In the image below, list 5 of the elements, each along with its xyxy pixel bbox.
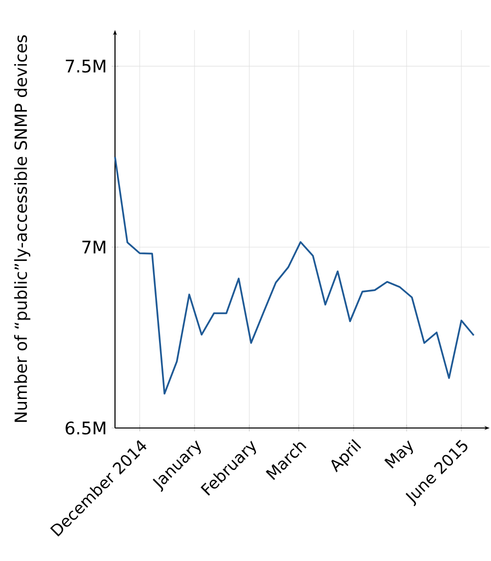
y-tick-label: 7M [82, 240, 106, 254]
y-tick-label: 6.5M [66, 421, 106, 435]
line-series [114, 156, 475, 394]
y-axis-title: Number of “public”ly-accessible SNMP devices [14, 35, 30, 422]
y-tick-label: 7.5M [66, 60, 106, 73]
